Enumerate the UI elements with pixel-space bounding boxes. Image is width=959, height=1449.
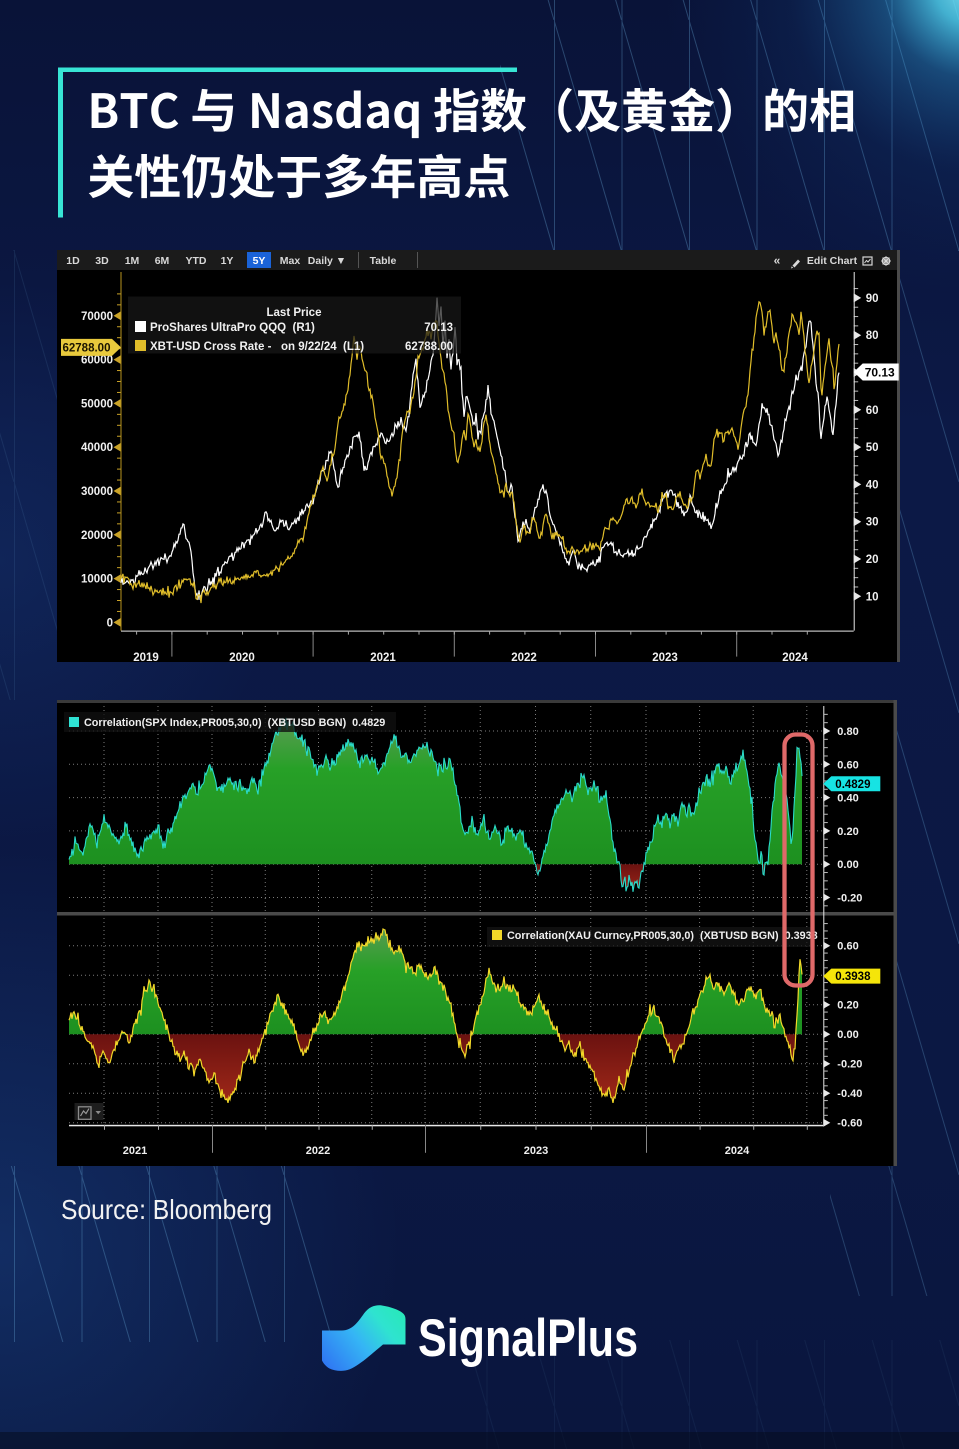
svg-text:ProShares UltraPro QQQ (R1): ProShares UltraPro QQQ (R1) (150, 322, 315, 334)
svg-text:2021: 2021 (370, 652, 396, 662)
svg-text:2020: 2020 (229, 652, 255, 662)
svg-text:70.13: 70.13 (865, 366, 895, 380)
svg-text:50000: 50000 (81, 398, 113, 410)
svg-text:30000: 30000 (81, 486, 113, 498)
svg-text:Correlation(SPX Index,PR005,30: Correlation(SPX Index,PR005,30,0) (XBTUS… (84, 717, 385, 729)
svg-text:2021: 2021 (123, 1145, 147, 1157)
svg-text:60: 60 (866, 405, 879, 417)
svg-text:XBT-USD Cross Rate - on 9/22: XBT-USD Cross Rate - on 9/22/24 (L1) (150, 341, 364, 353)
svg-text:20: 20 (866, 554, 879, 566)
svg-text:0.80: 0.80 (837, 726, 858, 738)
svg-text:60000: 60000 (81, 355, 113, 367)
svg-text:62788.00: 62788.00 (63, 343, 111, 355)
svg-text:0.60: 0.60 (837, 759, 858, 771)
svg-text:Correlation(XAU Curncy,PR005,3: Correlation(XAU Curncy,PR005,30,0) (XBTU… (507, 930, 818, 942)
svg-text:2022: 2022 (511, 652, 537, 662)
svg-text:70.13: 70.13 (424, 322, 453, 334)
svg-text:1D: 1D (66, 255, 80, 267)
svg-text:Last Price: Last Price (267, 307, 322, 319)
svg-text:2019: 2019 (133, 652, 159, 662)
svg-text:-0.40: -0.40 (837, 1088, 862, 1100)
svg-text:30: 30 (866, 517, 879, 529)
svg-text:«: « (774, 254, 781, 268)
svg-text:2023: 2023 (524, 1145, 548, 1157)
svg-text:Max: Max (280, 255, 301, 267)
svg-text:40000: 40000 (81, 442, 113, 454)
svg-text:-0.60: -0.60 (837, 1118, 862, 1130)
svg-text:5Y: 5Y (253, 255, 266, 267)
svg-text:Source: Bloomberg: Source: Bloomberg (61, 1194, 272, 1225)
svg-text:10000: 10000 (81, 574, 113, 586)
svg-text:0.40: 0.40 (837, 793, 858, 805)
svg-text:3D: 3D (95, 255, 109, 267)
svg-text:0.60: 0.60 (837, 941, 858, 953)
svg-text:0.20: 0.20 (837, 1000, 858, 1012)
svg-text:0.00: 0.00 (837, 859, 858, 871)
svg-text:-0.20: -0.20 (837, 1059, 862, 1071)
svg-text:80: 80 (866, 330, 879, 342)
svg-text:70000: 70000 (81, 311, 113, 323)
svg-text:Daily ▼: Daily ▼ (308, 255, 346, 267)
svg-text:2024: 2024 (725, 1145, 750, 1157)
svg-text:2022: 2022 (306, 1145, 330, 1157)
svg-text:40: 40 (866, 479, 879, 491)
svg-text:0: 0 (107, 617, 113, 629)
svg-text:Table: Table (370, 255, 397, 267)
svg-text:-0.20: -0.20 (837, 893, 862, 905)
svg-text:YTD: YTD (186, 255, 207, 267)
svg-text:0.3938: 0.3938 (835, 971, 871, 983)
svg-text:Edit Chart: Edit Chart (807, 255, 858, 267)
svg-text:20000: 20000 (81, 530, 113, 542)
svg-text:10: 10 (866, 591, 879, 603)
svg-text:1Y: 1Y (221, 255, 234, 267)
svg-text:90: 90 (866, 293, 879, 305)
svg-text:50: 50 (866, 442, 879, 454)
svg-text:1M: 1M (125, 255, 140, 267)
svg-text:0.00: 0.00 (837, 1029, 858, 1041)
svg-text:SignalPlus: SignalPlus (418, 1309, 638, 1368)
svg-text:2023: 2023 (652, 652, 678, 662)
svg-text:0.4829: 0.4829 (835, 779, 870, 791)
svg-text:0.20: 0.20 (837, 826, 858, 838)
svg-text:6M: 6M (155, 255, 170, 267)
svg-text:62788.00: 62788.00 (405, 341, 453, 353)
svg-text:2024: 2024 (782, 652, 808, 662)
